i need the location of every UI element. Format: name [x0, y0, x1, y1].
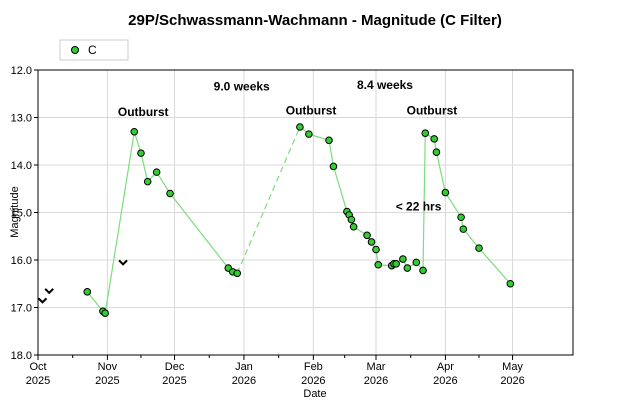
data-point	[363, 231, 371, 240]
annotation-label: Outburst	[407, 103, 458, 117]
legend-box	[59, 39, 129, 61]
data-point	[143, 177, 152, 186]
y-tick-label: 17.0	[11, 303, 32, 315]
y-axis-label: Magnitude	[9, 186, 21, 237]
data-point	[233, 269, 242, 278]
x-tick-label-month: Jan	[235, 361, 253, 373]
legend-label: C	[88, 43, 97, 57]
data-point	[349, 222, 358, 231]
data-point	[329, 162, 338, 171]
data-point	[475, 244, 483, 252]
data-point	[459, 225, 468, 233]
x-tick-label-year: 2026	[433, 375, 457, 387]
annotation-label: 8.4 weeks	[357, 78, 413, 92]
data-point	[305, 130, 313, 138]
annotation-label: < 22 hrs	[396, 199, 442, 213]
y-tick-label: 18.0	[11, 350, 32, 362]
y-axis-ticks: 12.0 13.0 14.0 15.0 16.0 17.0 18.0	[11, 65, 38, 362]
y-tick-label: 13.0	[11, 113, 32, 125]
y-tick-label: 15.0	[11, 208, 32, 220]
x-tick-label-year: 2026	[301, 375, 325, 387]
data-point	[419, 266, 427, 275]
data-point	[403, 264, 412, 272]
data-point	[83, 288, 92, 296]
x-tick-label-year: 2026	[232, 375, 256, 387]
plot-frame	[37, 69, 574, 356]
x-tick-label-month: Mar	[367, 361, 386, 373]
data-point	[325, 136, 333, 145]
x-axis-label: Date	[303, 388, 326, 400]
series-line-dashed	[236, 126, 301, 274]
series-lines	[86, 126, 511, 315]
x-tick-label-month: Feb	[304, 361, 323, 373]
limit-marker	[44, 288, 54, 295]
data-point	[166, 189, 174, 198]
annotation-label: 9.0 weeks	[214, 80, 270, 94]
series-points	[83, 123, 515, 318]
data-point	[430, 135, 439, 143]
data-point	[372, 245, 380, 254]
data-point	[137, 149, 145, 157]
data-point	[457, 213, 465, 222]
data-point	[152, 168, 161, 176]
series-line-solid	[86, 131, 238, 315]
x-tick-label-month: Nov	[98, 361, 118, 373]
annotations: Outburst 9.0 weeks Outburst 8.4 weeks Outbur…	[118, 78, 457, 213]
data-point	[392, 260, 400, 268]
x-tick-label-month: Dec	[165, 361, 185, 373]
legend: C	[59, 39, 129, 61]
x-tick-label-year: 2026	[500, 375, 524, 387]
x-tick-label-month: May	[502, 361, 523, 373]
x-tick-label-month: Apr	[437, 361, 454, 373]
data-point	[347, 215, 356, 224]
data-point	[432, 148, 441, 156]
x-tick-label-year: 2025	[162, 375, 186, 387]
x-axis-ticks: Oct 2025 Nov 2025 Dec 2025 Jan 2026 Feb 2026 Mar 20…	[26, 355, 525, 387]
chart-title: 29P/Schwassmann-Wachmann - Magnitude (C …	[128, 12, 502, 29]
data-point	[506, 279, 515, 288]
y-tick-label: 12.0	[11, 65, 32, 77]
limit-markers	[37, 259, 128, 304]
gridlines	[38, 69, 573, 356]
data-point	[367, 238, 376, 246]
data-point	[296, 123, 304, 131]
data-point	[421, 129, 430, 137]
data-point	[374, 260, 383, 269]
y-tick-label: 16.0	[11, 255, 32, 267]
y-tick-label: 14.0	[11, 160, 32, 172]
data-point	[101, 309, 109, 318]
data-point	[399, 255, 407, 263]
legend-marker	[71, 46, 79, 54]
data-point	[412, 258, 421, 267]
x-tick-label-year: 2026	[364, 375, 388, 387]
limit-marker	[118, 259, 128, 266]
annotation-label: Outburst	[286, 103, 337, 117]
limit-marker	[37, 297, 48, 304]
data-point	[441, 188, 450, 197]
data-point	[130, 127, 139, 136]
x-tick-label-year: 2025	[26, 375, 50, 387]
x-tick-label-month: Oct	[29, 361, 46, 373]
annotation-label: Outburst	[118, 105, 169, 119]
x-tick-label-year: 2025	[95, 375, 119, 387]
